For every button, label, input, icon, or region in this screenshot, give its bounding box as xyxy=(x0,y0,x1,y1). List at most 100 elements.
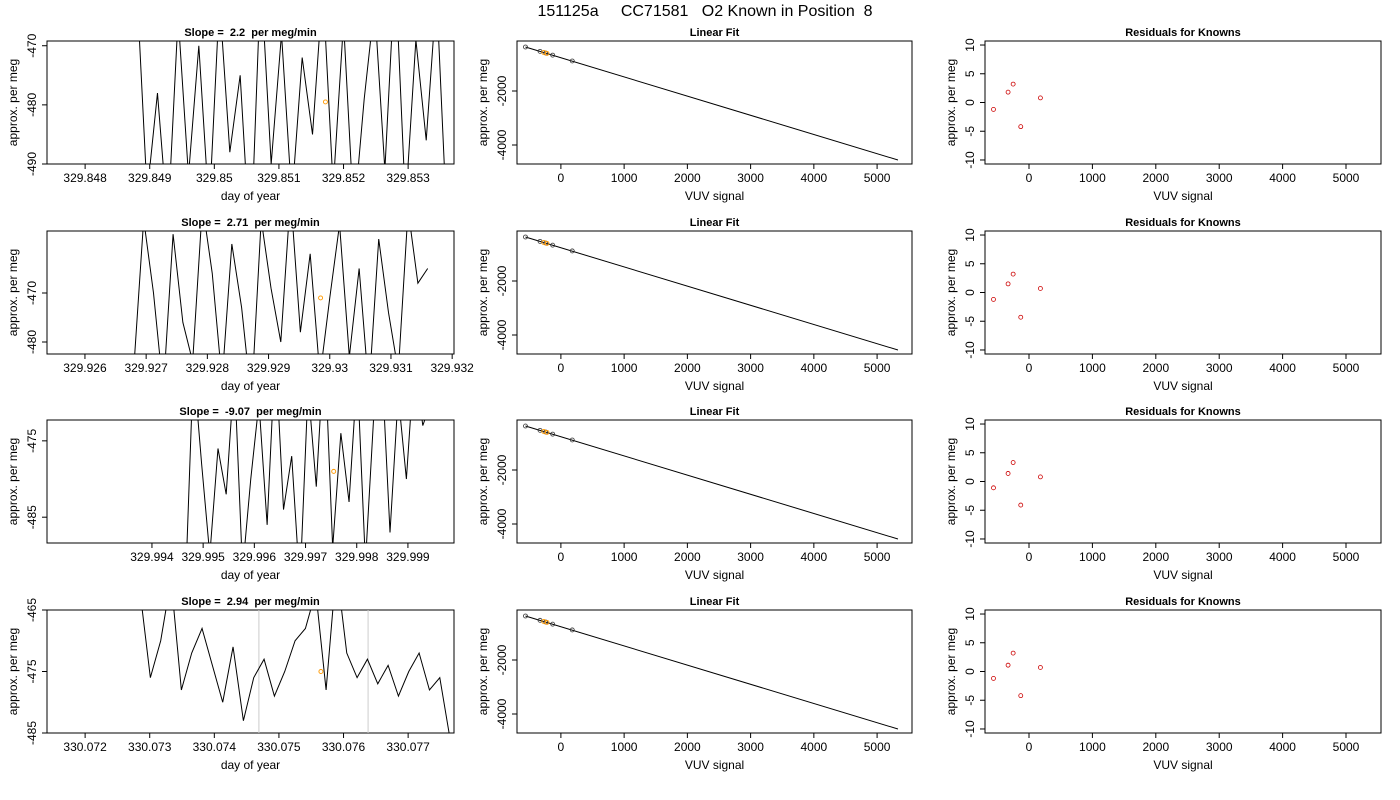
plot-frame xyxy=(516,609,913,734)
plot-area xyxy=(991,650,1043,699)
x-tick-label: 4000 xyxy=(1269,550,1296,564)
x-tick-label: 5000 xyxy=(1333,550,1360,564)
panel-title: Linear Fit xyxy=(690,406,740,418)
point xyxy=(1038,665,1043,670)
plot-frame xyxy=(984,609,1382,734)
x-axis-label: VUV signal xyxy=(1153,379,1212,393)
plot-frame xyxy=(46,230,455,355)
x-axis-label: VUV signal xyxy=(685,568,744,582)
plot-frame xyxy=(984,419,1382,544)
x-axis-label: VUV signal xyxy=(1153,189,1212,203)
x-axis-label: day of year xyxy=(221,189,280,203)
x-tick-label: 329.994 xyxy=(130,550,174,564)
x-tick-label: 0 xyxy=(558,550,565,564)
x-tick-label: 330.077 xyxy=(386,740,430,754)
y-tick-label: -5 xyxy=(963,316,977,327)
y-tick-label: 0 xyxy=(963,478,977,485)
plot-frame xyxy=(46,609,455,734)
x-axis-label: VUV signal xyxy=(1153,568,1212,582)
data-line xyxy=(186,420,426,543)
x-tick-label: 5000 xyxy=(1333,740,1360,754)
point xyxy=(1038,474,1043,480)
y-tick-label: -2000 xyxy=(495,644,509,675)
x-tick-label: 329.849 xyxy=(128,171,172,185)
point xyxy=(523,423,528,429)
highlight-point xyxy=(541,50,547,55)
figure-title: 151125a CC71581 O2 Known in Position 8 xyxy=(537,3,872,20)
x-tick-label: 5000 xyxy=(864,550,891,564)
y-tick-label: -4000 xyxy=(495,129,509,160)
point xyxy=(1038,286,1043,291)
x-tick-label: 3000 xyxy=(737,361,764,375)
x-tick-label: 0 xyxy=(1026,740,1033,754)
y-axis-label: approx. per meg xyxy=(944,628,958,715)
x-tick-label: 0 xyxy=(558,740,565,754)
y-axis-label: approx. per meg xyxy=(944,59,958,146)
x-tick-label: 4000 xyxy=(800,171,827,185)
y-tick-label: -485 xyxy=(25,505,39,529)
x-axis-label: day of year xyxy=(221,379,280,393)
x-tick-label: 329.999 xyxy=(386,550,430,564)
plot-area xyxy=(134,231,429,354)
highlight-point xyxy=(541,619,547,624)
panel-title: Residuals for Knowns xyxy=(1125,217,1241,229)
point xyxy=(569,58,575,64)
point xyxy=(1005,281,1011,287)
x-tick-label: 329.997 xyxy=(284,550,328,564)
panel-title: Slope = -9.07 per meg/min xyxy=(179,406,321,418)
x-tick-label: 329.995 xyxy=(181,550,225,564)
y-axis-label: approx. per meg xyxy=(476,628,490,715)
x-axis-label: VUV signal xyxy=(685,758,744,772)
point xyxy=(1005,89,1011,95)
y-tick-label: -4000 xyxy=(495,508,509,539)
x-tick-label: 4000 xyxy=(1269,361,1296,375)
y-tick-label: -490 xyxy=(25,152,39,176)
y-axis-label: approx. per meg xyxy=(476,438,490,525)
x-tick-label: 330.075 xyxy=(257,740,301,754)
x-tick-label: 330.076 xyxy=(322,740,366,754)
x-tick-label: 329.996 xyxy=(233,550,277,564)
point xyxy=(523,44,528,50)
x-tick-label: 329.926 xyxy=(63,361,107,375)
y-tick-label: -10 xyxy=(963,151,977,169)
panel-title: Residuals for Knowns xyxy=(1125,27,1241,39)
x-tick-label: 5000 xyxy=(864,171,891,185)
highlight-point xyxy=(544,429,550,435)
y-tick-label: -465 xyxy=(25,598,39,622)
panel-title: Residuals for Knowns xyxy=(1125,596,1241,608)
x-tick-label: 3000 xyxy=(737,740,764,754)
plot-area xyxy=(139,41,445,164)
x-tick-label: 329.931 xyxy=(369,361,413,375)
y-tick-label: -485 xyxy=(25,721,39,745)
x-tick-label: 2000 xyxy=(674,171,701,185)
x-tick-label: 0 xyxy=(1026,361,1033,375)
x-tick-label: 330.072 xyxy=(63,740,107,754)
x-tick-label: 3000 xyxy=(1206,740,1233,754)
x-tick-label: 329.848 xyxy=(63,171,107,185)
y-axis-label: approx. per meg xyxy=(944,438,958,525)
y-axis-label: approx. per meg xyxy=(6,438,20,525)
plot-area xyxy=(523,234,899,351)
x-axis-label: VUV signal xyxy=(685,379,744,393)
highlight-point xyxy=(318,295,324,301)
x-axis-label: day of year xyxy=(221,568,280,582)
y-tick-label: 0 xyxy=(963,668,977,675)
point xyxy=(550,621,556,627)
fit-line xyxy=(525,236,899,351)
y-tick-label: -475 xyxy=(25,429,39,453)
x-tick-label: 4000 xyxy=(800,740,827,754)
plot-area xyxy=(186,420,426,543)
y-tick-label: -470 xyxy=(25,281,39,305)
y-tick-label: -10 xyxy=(963,341,977,359)
x-tick-label: 1000 xyxy=(611,550,638,564)
y-axis-label: approx. per meg xyxy=(476,59,490,146)
y-tick-label: -5 xyxy=(963,695,977,706)
y-tick-label: -4000 xyxy=(495,698,509,729)
y-tick-label: -4000 xyxy=(495,319,509,350)
point xyxy=(550,52,556,58)
y-tick-label: -2000 xyxy=(495,75,509,106)
panel-title: Slope = 2.71 per meg/min xyxy=(181,217,320,229)
point xyxy=(991,106,996,112)
point xyxy=(523,613,528,619)
y-tick-label: -480 xyxy=(25,330,39,354)
